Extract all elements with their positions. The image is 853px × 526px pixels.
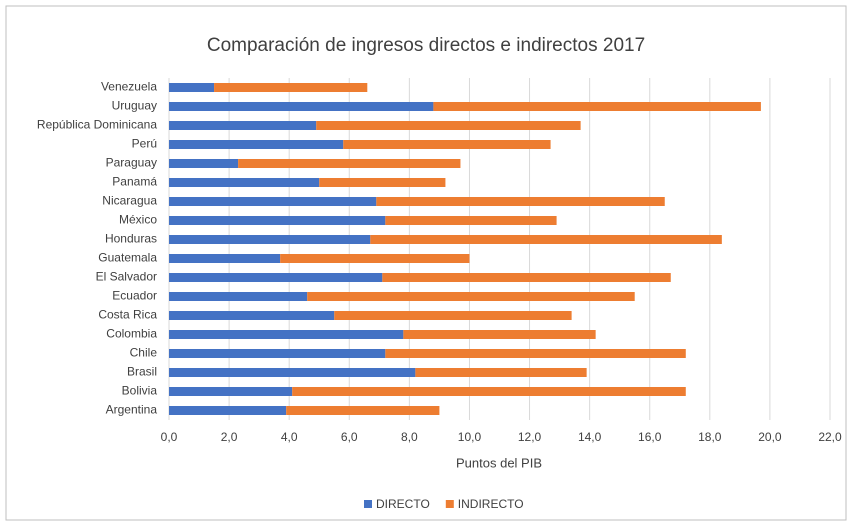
bar-segment xyxy=(316,121,581,130)
bar-segment xyxy=(169,197,377,206)
bar-segment xyxy=(343,140,551,149)
y-tick-label: República Dominicana xyxy=(37,118,157,132)
y-tick-label: Panamá xyxy=(112,175,157,189)
bar-segment xyxy=(376,197,665,206)
bar-segment xyxy=(169,273,383,282)
x-tick-label: 22,0 xyxy=(818,430,842,444)
x-tick-label: 8,0 xyxy=(401,430,418,444)
y-tick-label: Argentina xyxy=(106,403,158,417)
y-tick-label: Nicaragua xyxy=(102,194,157,208)
bar-segment xyxy=(169,178,320,187)
bar-segment xyxy=(319,178,446,187)
bar-segment xyxy=(169,368,416,377)
y-tick-label: El Salvador xyxy=(96,270,157,284)
y-tick-label: Uruguay xyxy=(112,99,157,113)
x-tick-label: 0,0 xyxy=(161,430,178,444)
y-tick-label: Brasil xyxy=(127,365,157,379)
bar-segment xyxy=(385,216,557,225)
bar-segment xyxy=(382,273,671,282)
bar-segment xyxy=(169,311,335,320)
bar-segment xyxy=(169,349,386,358)
y-tick-label: Bolivia xyxy=(122,384,158,398)
bar-segment xyxy=(403,330,596,339)
bar-segment xyxy=(169,235,371,244)
y-tick-label: Honduras xyxy=(105,232,157,246)
y-tick-label: México xyxy=(119,213,157,227)
bar-segment xyxy=(169,330,404,339)
bar-segment xyxy=(214,83,368,92)
bar-segment xyxy=(307,292,635,301)
bar-segment xyxy=(169,292,308,301)
bar-segment xyxy=(169,159,239,168)
x-tick-label: 16,0 xyxy=(638,430,662,444)
x-tick-label: 10,0 xyxy=(458,430,482,444)
chart-title: Comparación de ingresos directos e indir… xyxy=(207,35,645,56)
bar-segment xyxy=(292,387,686,396)
bar-segment xyxy=(169,254,281,263)
y-tick-label: Venezuela xyxy=(101,80,157,94)
bar-segment xyxy=(385,349,686,358)
x-tick-label: 2,0 xyxy=(221,430,238,444)
y-tick-label: Ecuador xyxy=(112,289,157,303)
x-tick-label: 4,0 xyxy=(281,430,298,444)
bar-segment xyxy=(415,368,587,377)
y-tick-label: Paraguay xyxy=(106,156,157,170)
bar-segment xyxy=(169,406,287,415)
bar-segment xyxy=(169,140,344,149)
x-tick-label: 12,0 xyxy=(518,430,542,444)
y-tick-label: Chile xyxy=(130,346,158,360)
bar-segment xyxy=(238,159,461,168)
legend-swatch xyxy=(364,500,372,508)
legend-label: INDIRECTO xyxy=(458,497,524,511)
bar-segment xyxy=(334,311,572,320)
y-tick-label: Colombia xyxy=(106,327,157,341)
bar-segment xyxy=(169,102,434,111)
x-tick-label: 20,0 xyxy=(758,430,782,444)
legend-label: DIRECTO xyxy=(376,497,430,511)
bar-segment xyxy=(169,121,317,130)
y-tick-label: Guatemala xyxy=(98,251,157,265)
bar-segment xyxy=(169,83,215,92)
bar-segment xyxy=(433,102,761,111)
bar-segment xyxy=(370,235,722,244)
y-tick-label: Perú xyxy=(132,137,157,151)
bar-segment xyxy=(169,387,293,396)
x-tick-label: 14,0 xyxy=(578,430,602,444)
x-axis-label: Puntos del PIB xyxy=(456,455,542,470)
x-tick-label: 18,0 xyxy=(698,430,722,444)
legend-swatch xyxy=(445,500,454,508)
bar-segment xyxy=(286,406,440,415)
bar-segment xyxy=(280,254,470,263)
bar-segment xyxy=(169,216,386,225)
y-tick-label: Costa Rica xyxy=(98,308,157,322)
x-tick-label: 6,0 xyxy=(341,430,358,444)
